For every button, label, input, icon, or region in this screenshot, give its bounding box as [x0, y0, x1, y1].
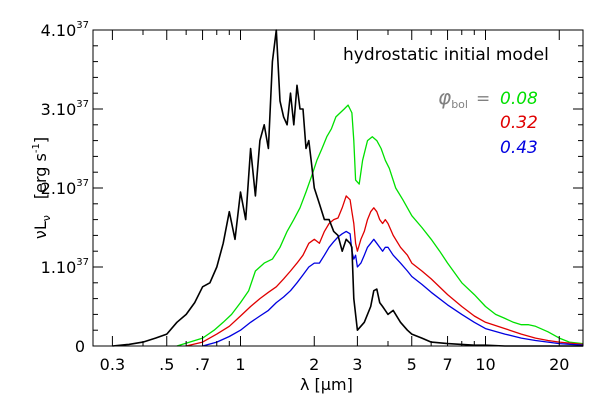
phi-equals: = — [476, 89, 490, 109]
series-layer — [112, 29, 584, 347]
y-axis-label: νLν [erg s-1] — [31, 137, 53, 239]
legend-label-1: 0.32 — [500, 113, 538, 133]
legend-label-2: 0.43 — [500, 138, 538, 158]
x-tick-label-4: 2 — [309, 355, 319, 374]
phi-symbol: φ — [438, 85, 451, 109]
x-tick-label-8: 10 — [475, 355, 495, 374]
x-tick-label-3: 1 — [235, 355, 245, 374]
x-tick-label-5: 3 — [352, 355, 362, 374]
y-tick-label-2: 2.1037 — [41, 178, 89, 198]
legend-label-0: 0.08 — [500, 89, 538, 109]
x-axis-label: λ [μm] — [300, 375, 353, 394]
x-ticks: 0.3 .5 .7 1 2 3 5 7 10 20 — [100, 30, 569, 374]
x-tick-label-0: 0.3 — [100, 355, 125, 374]
x-tick-label-9: 20 — [549, 355, 569, 374]
phi-subscript: bol — [451, 98, 468, 111]
ylabel-unit-sup: -1 — [31, 143, 42, 153]
y-ticks: 0 1.1037 2.1037 3.1037 4.1037 — [41, 20, 583, 356]
ylabel-sub: ν — [40, 215, 53, 221]
y-tick-label-1: 1.1037 — [41, 257, 89, 277]
y-tick-label-4: 4.1037 — [41, 20, 89, 40]
x-tick-label-6: 5 — [407, 355, 417, 374]
ylabel-unit: [erg s — [31, 153, 50, 199]
y-tick-label-3: 3.1037 — [41, 99, 89, 119]
phi-label: φbol = — [438, 85, 490, 111]
series-line-0 — [176, 104, 584, 347]
series-line-1 — [186, 195, 584, 347]
x-tick-label-1: .5 — [159, 355, 174, 374]
y-tick-label-0: 0 — [75, 337, 85, 356]
series-line-2 — [202, 230, 584, 347]
ylabel-unit-close: ] — [31, 137, 50, 143]
annotation-main: hydrostatic initial model — [343, 45, 549, 65]
x-tick-label-7: 7 — [442, 355, 452, 374]
x-tick-label-2: .7 — [195, 355, 210, 374]
svg-text:νLν[erg s-1]: νLν [erg s-1] — [31, 137, 53, 239]
ylabel-main: νL — [31, 221, 50, 239]
series-line-3 — [112, 29, 583, 347]
